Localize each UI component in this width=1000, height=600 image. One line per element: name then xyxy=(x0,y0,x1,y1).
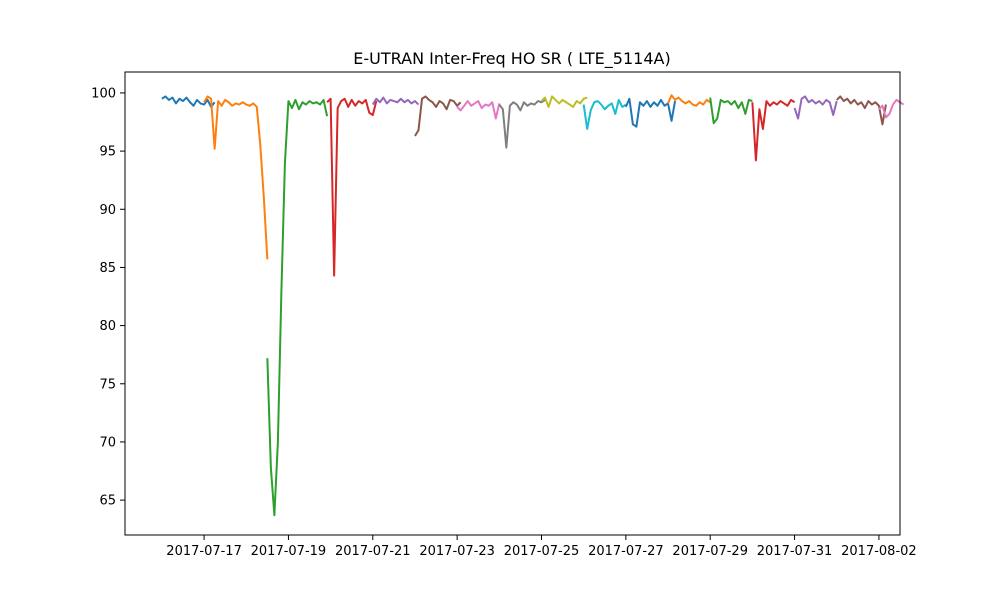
x-tick-label: 2017-07-25 xyxy=(504,544,580,559)
x-tick-label: 2017-07-19 xyxy=(251,544,327,559)
series-line-1 xyxy=(161,95,216,108)
x-tick-label: 2017-07-23 xyxy=(419,544,495,559)
y-tick-label: 95 xyxy=(99,145,116,160)
series-line-8 xyxy=(498,99,546,149)
series-line-14 xyxy=(751,98,796,162)
y-tick-label: 90 xyxy=(99,203,116,218)
series-line-12 xyxy=(667,94,711,107)
series-line-3 xyxy=(266,98,329,517)
series-line-9 xyxy=(540,95,588,108)
series-line-13 xyxy=(709,97,753,125)
series-line-7 xyxy=(456,100,501,120)
plot-area-frame xyxy=(124,71,901,536)
y-tick-label: 80 xyxy=(99,319,116,334)
y-tick-label: 65 xyxy=(99,494,116,509)
y-tick-label: 70 xyxy=(99,435,116,450)
x-tick-label: 2017-08-02 xyxy=(841,544,917,559)
x-axis: 2017-07-17 2017-07-19 2017-07-21 2017-07-23… xyxy=(166,535,917,559)
x-tick-label: 2017-07-17 xyxy=(166,544,242,559)
series-line-6 xyxy=(414,95,462,137)
y-axis: 65 70 75 80 85 90 95 100 xyxy=(91,86,125,509)
x-tick-label: 2017-07-21 xyxy=(335,544,411,559)
series-line-11 xyxy=(624,97,677,128)
series-line-10 xyxy=(582,98,627,130)
chart-title: E-UTRAN Inter-Freq HO SR ( LTE_5114A) xyxy=(353,49,670,69)
y-tick-label: 85 xyxy=(99,261,116,276)
series-line-17 xyxy=(878,98,905,119)
y-tick-label: 75 xyxy=(99,377,116,392)
series-line-2 xyxy=(203,95,269,260)
x-tick-label: 2017-07-31 xyxy=(757,544,833,559)
x-tick-label: 2017-07-29 xyxy=(672,544,748,559)
series-line-5 xyxy=(371,96,420,106)
series-line-4 xyxy=(326,97,378,277)
y-tick-label: 100 xyxy=(91,86,116,101)
series-layer xyxy=(161,94,905,517)
x-tick-label: 2017-07-27 xyxy=(588,544,664,559)
series-line-16 xyxy=(836,95,887,126)
series-line-15 xyxy=(793,95,838,120)
